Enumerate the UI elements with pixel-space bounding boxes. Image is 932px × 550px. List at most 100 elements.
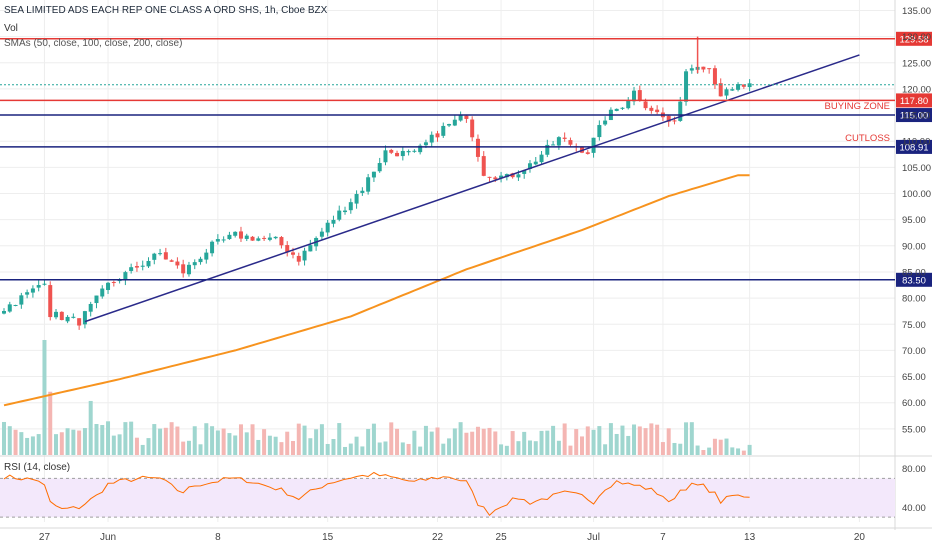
volume-bar	[250, 424, 255, 455]
candle-body	[562, 137, 567, 139]
candle-body	[198, 258, 203, 263]
volume-bar	[412, 430, 417, 455]
candle-body	[377, 163, 382, 172]
candle-body	[100, 288, 105, 297]
time-tick-label: Jun	[100, 532, 116, 543]
price-tick-label: 100.00	[902, 189, 931, 200]
candle-body	[146, 260, 151, 267]
candle-body	[123, 272, 128, 281]
volume-bar	[551, 425, 556, 455]
volume-bar	[556, 440, 561, 455]
annotation-label: BUYING ZONE	[825, 101, 890, 112]
volume-bar	[19, 432, 24, 455]
candle-body	[337, 210, 342, 220]
candle-body	[7, 304, 12, 312]
volume-bar	[516, 441, 521, 455]
candle-body	[360, 190, 365, 193]
candle-body	[637, 90, 642, 101]
candle-body	[36, 285, 41, 288]
candle-body	[591, 137, 596, 153]
volume-bar	[325, 443, 330, 455]
candle-body	[435, 133, 440, 138]
rsi-legend: RSI (14, close)	[4, 462, 71, 473]
volume-bar	[545, 430, 550, 455]
volume-bar	[429, 431, 434, 455]
level-price-label: 108.91	[899, 142, 928, 153]
volume-bar	[626, 435, 631, 455]
candle-body	[632, 90, 637, 102]
volume-bar	[354, 436, 359, 455]
candle-body	[308, 245, 313, 252]
level-price-label: 115.00	[900, 111, 928, 122]
volume-bar	[100, 425, 105, 455]
volume-bar	[233, 435, 238, 455]
price-tick-label: 90.00	[902, 241, 926, 252]
time-tick-label: 25	[496, 532, 508, 543]
time-tick-label: 20	[854, 532, 866, 543]
candle-body	[169, 260, 174, 262]
candle-body	[539, 154, 544, 163]
candle-body	[522, 170, 527, 174]
time-tick-label: 15	[322, 532, 334, 543]
candle-body	[250, 236, 255, 241]
support-trendline	[84, 54, 860, 323]
candle-body	[389, 149, 394, 153]
candle-body	[678, 101, 683, 121]
rsi-tick-label: 40.00	[902, 503, 926, 514]
volume-bar	[591, 429, 596, 455]
price-tick-label: 135.00	[902, 6, 931, 17]
candle-body	[371, 171, 376, 178]
level-price-tag	[896, 272, 932, 287]
volume-bar	[30, 436, 35, 455]
volume-bar	[406, 443, 411, 455]
price-tick-label: 65.00	[902, 372, 926, 383]
time-tick-label: Jul	[587, 532, 600, 543]
candle-body	[279, 237, 284, 246]
candle-body	[343, 210, 348, 213]
volume-bar	[741, 450, 746, 455]
candle-body	[348, 202, 353, 211]
candle-body	[395, 152, 400, 157]
candle-body	[13, 304, 18, 306]
volume-bar	[377, 442, 382, 455]
volume-bar	[724, 438, 729, 455]
candle-body	[510, 173, 515, 178]
candle-body	[620, 107, 625, 109]
chart-title: SEA LIMITED ADS EACH REP ONE CLASS A ORD…	[4, 5, 328, 16]
volume-bar	[65, 428, 70, 455]
candle-body	[215, 239, 220, 242]
candle-body	[655, 109, 660, 113]
volume-bar	[163, 427, 168, 455]
volume-bar	[42, 340, 47, 455]
candle-body	[210, 241, 215, 254]
volume-bar	[256, 439, 261, 455]
candle-body	[129, 267, 134, 271]
volume-bar	[221, 428, 226, 455]
volume-bar	[175, 426, 180, 455]
candle-body	[331, 219, 336, 224]
candle-body	[25, 292, 30, 295]
candle-body	[614, 108, 619, 111]
candle-body	[684, 71, 689, 102]
volume-bar	[678, 443, 683, 455]
rsi-line	[3, 471, 750, 517]
volume-bar	[447, 438, 452, 455]
level-price-tag	[896, 31, 932, 46]
volume-bar	[736, 448, 741, 455]
volume-bar	[158, 428, 163, 455]
rsi-band-fill	[0, 478, 895, 518]
volume-bar	[94, 424, 99, 455]
candle-body	[152, 253, 157, 260]
candle-body	[106, 282, 111, 291]
candle-body	[65, 316, 70, 322]
volume-bar	[510, 431, 515, 455]
volume-bar	[585, 426, 590, 455]
time-tick-label: 7	[660, 532, 666, 543]
candle-body	[423, 142, 428, 146]
volume-bar	[59, 432, 64, 455]
candle-body	[354, 194, 359, 204]
volume-bar	[730, 447, 735, 455]
candle-body	[54, 311, 59, 318]
price-tick-label: 105.00	[902, 163, 931, 174]
